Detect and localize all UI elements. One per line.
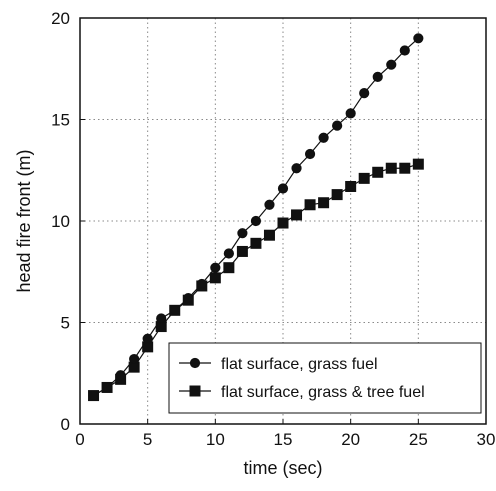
y-tick-label: 5 [61,314,70,333]
series-2-point [412,158,424,170]
legend-label: flat surface, grass & tree fuel [221,384,425,401]
series-1-point [237,228,248,239]
series-1-point [196,278,207,290]
x-tick-label: 15 [274,430,293,449]
series-2-point [209,272,221,284]
series-2-point [291,209,303,221]
series-1-point [372,71,383,82]
x-tick-label: 20 [341,430,360,449]
x-tick-label: 30 [477,430,496,449]
series-1-point [142,333,153,344]
series-1-point [210,262,221,273]
series-1-point [223,248,234,259]
x-tick-label: 10 [206,430,225,449]
series-1 [88,33,424,401]
series-2-point [318,197,330,209]
series-1-point [359,88,370,99]
series-2-point [277,217,289,229]
series-1-point [318,132,329,143]
series-1-point [129,353,140,365]
series-1-point [115,370,126,381]
series-1-point [304,148,316,160]
series-1-point [386,59,397,70]
x-axis-label: time (sec) [243,458,322,478]
series-2-point [304,199,316,211]
series-1-point [345,108,356,119]
series-layer [88,33,424,402]
series-2-point [223,262,235,274]
series-1-point [332,120,343,131]
series-1-point [183,293,194,304]
x-tick-label: 25 [409,430,428,449]
series-1-point [399,45,410,56]
x-tick-label: 0 [75,430,84,449]
series-1-point [101,382,113,393]
series-1-point [413,33,424,44]
series-2-point [385,162,397,174]
series-2-point [331,189,343,201]
series-2-point [358,172,370,184]
series-2-point [250,237,262,249]
legend-marker [189,385,201,397]
series-1-point [169,305,180,316]
series-1-point [291,163,302,174]
y-tick-label: 10 [51,212,70,231]
series-1-point [264,199,275,210]
series-1-point [250,215,262,227]
series-2-point [236,245,248,257]
series-1-point [277,183,289,194]
tick-labels: 0 5 10 15 20 25 30 0 5 10 15 20 [51,9,495,449]
y-tick-label: 0 [61,415,70,434]
legend-label: flat surface, grass fuel [221,356,378,373]
series-1-point [156,313,167,324]
series-2-point [372,166,384,178]
y-tick-label: 20 [51,9,70,28]
series-2-point [345,180,357,192]
y-axis-label: head fire front (m) [14,149,34,292]
legend-item-2: flat surface, grass & tree fuel [179,384,425,401]
legend-box [168,342,482,414]
x-tick-label: 5 [143,430,152,449]
y-tick-label: 15 [51,111,70,130]
series-1-point [88,390,99,401]
legend: flat surface, grass fuel flat surface, gr… [168,342,482,414]
legend-marker [189,357,201,369]
legend-item-1: flat surface, grass fuel [179,356,378,373]
series-2-point [263,229,275,241]
series-2-point [399,162,411,174]
